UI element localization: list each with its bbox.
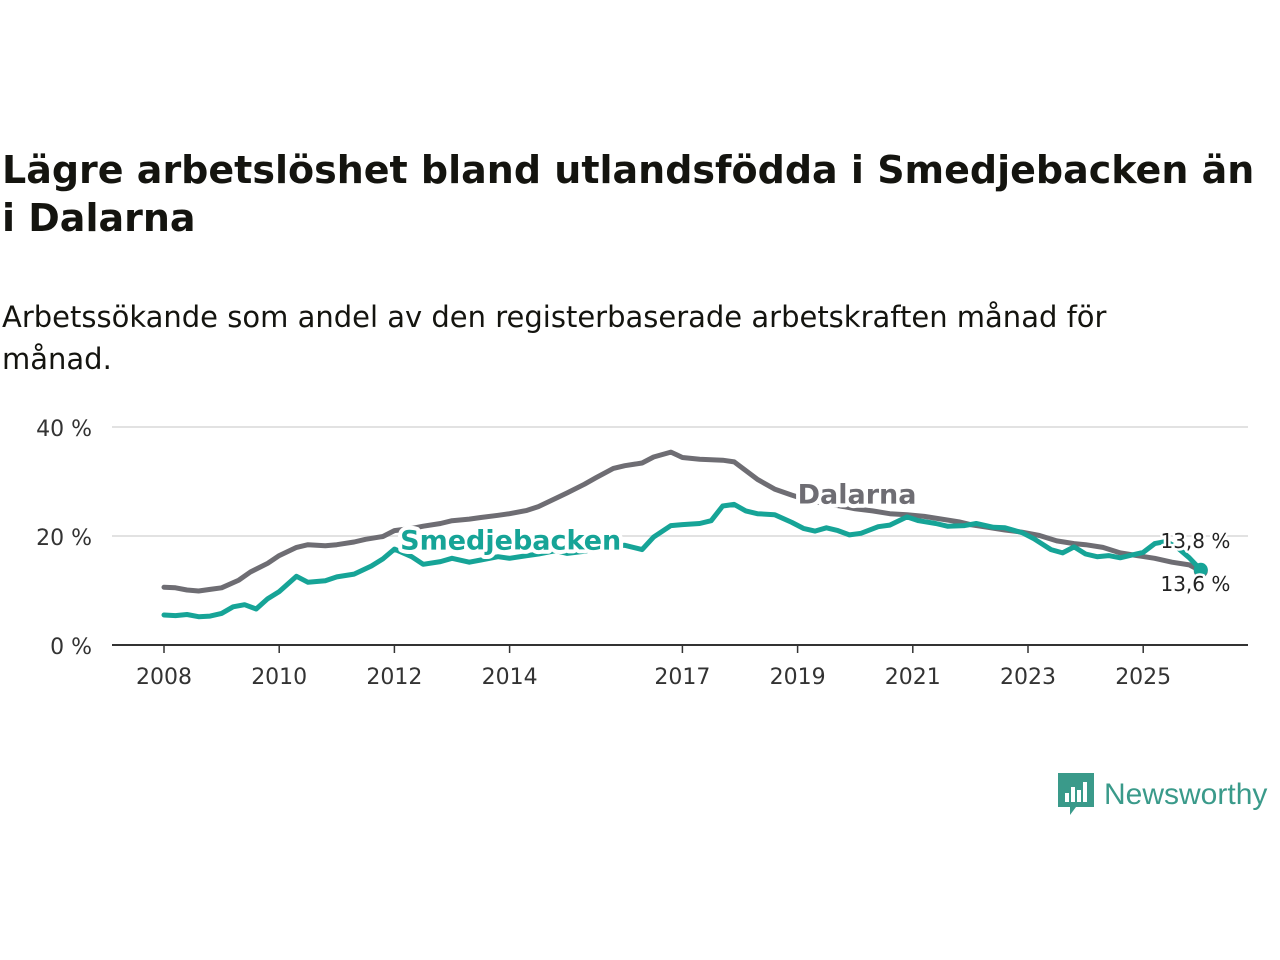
- series-end-label: 13,6 %: [1160, 572, 1230, 596]
- chart-bubble-icon: [1058, 773, 1094, 815]
- series-label-dalarna: Dalarna: [798, 479, 917, 510]
- chart-subtitle: Arbetssökande som andel av den registerb…: [2, 300, 1107, 376]
- line-chart: 0 % 20 % 40 % 2008 2010 2012 2014 2017 2019 2021 2…: [36, 417, 1248, 690]
- x-tick-label: 2021: [885, 665, 941, 690]
- y-tick-label: 0 %: [50, 635, 92, 660]
- axes: 0 % 20 % 40 % 2008 2010 2012 2014 2017 2019 2021 2…: [36, 417, 1248, 690]
- newsworthy-logo: Newsworthy: [1058, 772, 1267, 818]
- end-label-halo: 13,8 %: [1160, 529, 1230, 553]
- y-tick-label: 20 %: [36, 526, 92, 551]
- gridlines: [112, 426, 1248, 537]
- series-label-halo: Smedjebacken: [400, 526, 621, 557]
- x-tick-label: 2023: [1000, 665, 1056, 690]
- series-line-smedjebacken: [161, 501, 1204, 620]
- series-label-halo: Dalarna: [798, 479, 917, 510]
- x-tick-label: 2012: [366, 665, 422, 690]
- x-tick-label: 2010: [251, 665, 307, 690]
- series-label-smedjebacken: Smedjebacken: [400, 526, 621, 557]
- chart-title: Lägre arbetslöshet bland utlandsfödda i …: [2, 148, 1255, 240]
- series-lines: [161, 449, 1208, 620]
- x-tick-label: 2008: [136, 665, 192, 690]
- end-label-halo: 13,6 %: [1160, 572, 1230, 596]
- x-tick-label: 2025: [1115, 665, 1171, 690]
- brand-name: Newsworthy: [1104, 778, 1268, 811]
- y-tick-label: 40 %: [36, 417, 92, 442]
- x-tick-label: 2017: [654, 665, 710, 690]
- x-tick-label: 2014: [482, 665, 538, 690]
- series-end-label: 13,8 %: [1160, 529, 1230, 553]
- series-end-point: [1193, 562, 1208, 577]
- series-line-dalarna: [161, 449, 1204, 594]
- x-tick-label: 2019: [770, 665, 826, 690]
